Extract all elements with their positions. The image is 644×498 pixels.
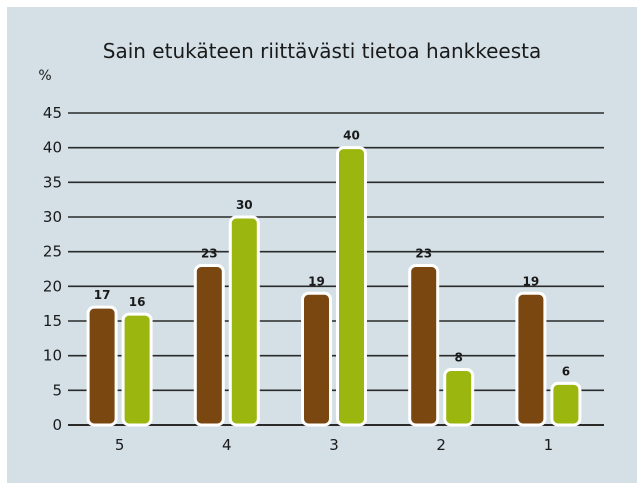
bar-s1-5: [86, 305, 118, 427]
data-label: 16: [129, 295, 146, 309]
bar-s2-5: [121, 312, 153, 427]
bar-s2-2: [443, 368, 475, 427]
data-labels: 17 16 23 30 19 40 23 8 19 6: [94, 129, 570, 379]
y-tick-label: 40: [43, 139, 62, 157]
data-label: 6: [562, 364, 570, 378]
bar-s1-2: [408, 264, 440, 427]
data-label: 23: [415, 247, 432, 261]
x-tick-label: 3: [329, 436, 339, 454]
y-tick-label: 15: [43, 312, 62, 330]
data-label: 17: [94, 288, 111, 302]
data-label: 19: [523, 274, 540, 288]
y-tick-label: 35: [43, 173, 62, 191]
x-tick-label: 5: [115, 436, 125, 454]
data-label: 30: [236, 198, 253, 212]
x-tick-label: 2: [436, 436, 446, 454]
y-tick-label: 5: [52, 381, 62, 399]
data-label: 23: [201, 247, 218, 261]
y-tick-label: 25: [43, 243, 62, 261]
bar-s1-1: [515, 291, 547, 427]
y-axis-unit: %: [38, 68, 51, 84]
bar-s1-3: [301, 291, 332, 427]
bar-s1-4: [193, 264, 225, 427]
x-tick-label: 1: [544, 436, 554, 454]
y-axis-ticks: 0 5 10 15 20 25 30 35 40 45: [43, 104, 62, 434]
chart-title: Sain etukäteen riittävästi tietoa hankke…: [103, 39, 541, 63]
y-tick-label: 30: [43, 208, 62, 226]
bar-s2-1: [550, 381, 582, 427]
y-tick-label: 10: [43, 347, 62, 365]
x-tick-label: 4: [222, 436, 232, 454]
data-label: 40: [343, 129, 360, 143]
data-label: 8: [455, 351, 463, 365]
y-tick-label: 20: [43, 277, 62, 295]
bar-s2-3: [336, 146, 367, 427]
y-tick-label: 45: [43, 104, 62, 122]
y-tick-label: 0: [52, 416, 62, 434]
bar-s2-4: [228, 215, 260, 427]
data-label: 19: [308, 274, 325, 288]
x-axis-ticks: 5 4 3 2 1: [115, 436, 553, 454]
bars: [86, 146, 582, 427]
